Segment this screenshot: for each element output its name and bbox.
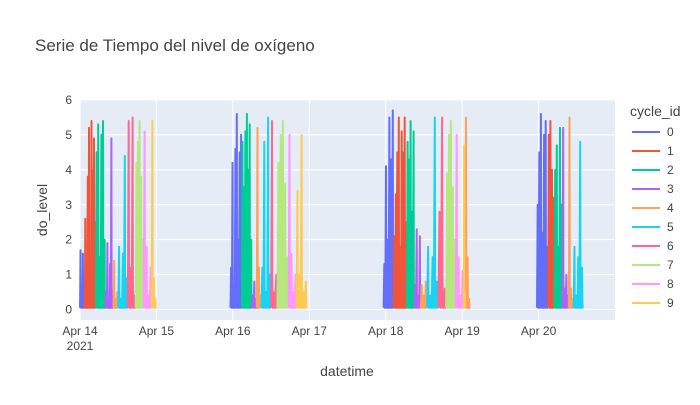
series-line-cycle-0 — [229, 113, 243, 309]
x-tick-label: Apr 17 — [292, 324, 328, 338]
series-line-cycle-6 — [437, 116, 447, 309]
y-tick-label: 2 — [65, 233, 72, 247]
series-line-cycle-8 — [287, 133, 298, 309]
x-tick-sublabel: 2021 — [67, 339, 94, 353]
series-line-cycle-1 — [392, 116, 408, 309]
legend-label-cycle-1: 1 — [667, 144, 674, 158]
y-tick-label: 5 — [65, 128, 72, 142]
series-line-cycle-0 — [536, 113, 549, 309]
legend-label-cycle-0: 0 — [667, 125, 674, 139]
series-line-cycle-4 — [464, 116, 471, 309]
legend-label-cycle-4: 4 — [667, 201, 674, 215]
legend-label-cycle-6: 6 — [667, 239, 674, 253]
legend-label-cycle-9: 9 — [667, 296, 674, 310]
series-line-cycle-6 — [126, 116, 137, 309]
legend-label-cycle-5: 5 — [667, 220, 674, 234]
x-tick-label: Apr 15 — [139, 324, 175, 338]
legend-label-cycle-3: 3 — [667, 182, 674, 196]
y-tick-label: 1 — [65, 268, 72, 282]
series-line-cycle-6 — [270, 120, 278, 309]
y-tick-label: 6 — [65, 93, 72, 107]
legend-title: cycle_id — [630, 103, 681, 119]
y-axis: 0 1 2 3 4 5 6 — [65, 93, 72, 317]
series-line-cycle-2 — [405, 120, 416, 309]
series-line-cycle-2 — [94, 120, 107, 309]
series-line-cycle-5 — [426, 116, 439, 309]
series-line-cycle-9 — [150, 120, 158, 309]
series-line-cycle-2 — [553, 126, 564, 309]
y-axis-title: do_level — [34, 184, 50, 236]
legend[interactable]: 0 1 2 3 4 5 6 7 8 9 — [632, 125, 674, 310]
x-tick-label: Apr 20 — [521, 324, 557, 338]
legend-label-cycle-7: 7 — [667, 258, 674, 272]
x-tick-label: Apr 18 — [368, 324, 404, 338]
y-tick-label: 3 — [65, 198, 72, 212]
legend-label-cycle-2: 2 — [667, 163, 674, 177]
series-line-cycle-4 — [419, 280, 428, 309]
series-line-cycle-8 — [142, 130, 153, 309]
plot-background — [80, 100, 615, 320]
series-line-cycle-9 — [462, 144, 467, 309]
y-tick-label: 0 — [65, 303, 72, 317]
series-line-cycle-5 — [260, 116, 272, 309]
x-tick-label: Apr 16 — [215, 324, 251, 338]
series-line-cycle-1 — [547, 120, 556, 309]
series-line-cycle-5 — [117, 154, 129, 309]
series-line-cycle-0 — [382, 109, 395, 309]
x-tick-label: Apr 19 — [444, 324, 480, 338]
series-layer — [79, 109, 584, 309]
series-line-cycle-1 — [83, 120, 97, 309]
series-line-cycle-7 — [276, 120, 290, 309]
x-axis-title: datetime — [320, 363, 374, 379]
series-line-cycle-3 — [413, 228, 422, 309]
series-line-cycle-3 — [104, 137, 115, 309]
y-tick-label: 4 — [65, 163, 72, 177]
chart-title: Serie de Tiempo del nivel de oxígeno — [35, 36, 315, 55]
series-line-cycle-2 — [240, 113, 253, 309]
series-line-cycle-7 — [445, 120, 457, 309]
series-line-cycle-7 — [134, 120, 145, 309]
series-line-cycle-3 — [561, 126, 570, 309]
x-tick-label: Apr 14 — [62, 324, 98, 338]
series-line-cycle-5 — [572, 140, 584, 309]
series-line-cycle-9 — [295, 133, 308, 309]
legend-label-cycle-8: 8 — [667, 277, 674, 291]
series-line-cycle-8 — [454, 133, 465, 309]
